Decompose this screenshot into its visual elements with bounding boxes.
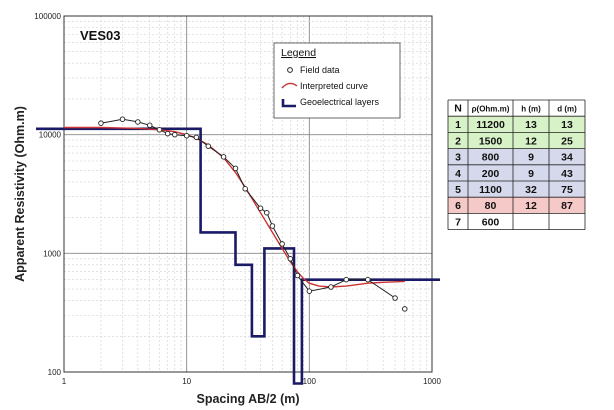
legend-title: Legend bbox=[281, 47, 316, 59]
field-data-point bbox=[98, 120, 104, 126]
table-cell: 43 bbox=[561, 168, 573, 180]
table-row-fill bbox=[448, 132, 585, 149]
x-axis-title: Spacing AB/2 (m) bbox=[196, 392, 299, 406]
table-cell: 800 bbox=[482, 152, 500, 164]
legend-field-data-icon bbox=[287, 67, 293, 73]
geoelectrical-layers-line bbox=[36, 127, 440, 385]
field-data-point bbox=[119, 116, 126, 122]
table-cell: 4 bbox=[455, 168, 461, 180]
table-cell: 600 bbox=[482, 216, 500, 228]
field-data-point bbox=[183, 132, 190, 139]
table-cell: 11200 bbox=[476, 119, 505, 131]
table-cell: 34 bbox=[561, 152, 573, 164]
x-tick-label: 100 bbox=[303, 377, 317, 386]
legend-geoelectrical-layers-icon bbox=[281, 99, 296, 108]
legend-entry-interpreted-curve: Interpreted curve bbox=[300, 81, 368, 91]
field-data-point bbox=[172, 131, 178, 138]
plot-frame bbox=[63, 15, 433, 373]
table-cell: 1500 bbox=[479, 135, 503, 147]
table-cell: 9 bbox=[528, 152, 534, 164]
field-data-point bbox=[269, 223, 276, 229]
field-data-point bbox=[365, 276, 371, 283]
field-data-point bbox=[164, 130, 171, 137]
field-data-point bbox=[306, 288, 313, 294]
table-cell: 2 bbox=[455, 135, 461, 147]
y-axis-title: Apparent Resistivity (Ohm.m) bbox=[13, 106, 27, 282]
field-data-point bbox=[287, 256, 294, 262]
field-data-point bbox=[343, 276, 350, 283]
series-group bbox=[36, 116, 440, 385]
field-data-point bbox=[279, 241, 285, 247]
table-cell: 12 bbox=[525, 200, 537, 212]
x-tick-label: 1 bbox=[62, 377, 67, 386]
table-cell: 13 bbox=[525, 119, 537, 131]
field-data-point bbox=[146, 122, 153, 129]
table-cell: 5 bbox=[455, 184, 461, 196]
legend-entry-field-data: Field data bbox=[300, 65, 340, 75]
table-cell: 32 bbox=[525, 184, 537, 196]
legend-entry-geoelectrical-layers: Geoelectrical layers bbox=[300, 97, 380, 107]
x-tick-label: 1000 bbox=[423, 377, 441, 386]
table-cell: 200 bbox=[482, 168, 500, 180]
table-header-cell: ρ(Ohm.m) bbox=[472, 105, 510, 114]
table-cell: 12 bbox=[525, 135, 537, 147]
table-cell: 9 bbox=[528, 168, 534, 180]
field-data-point bbox=[232, 165, 239, 172]
y-tick-label: 100 bbox=[48, 368, 62, 377]
table-cell: 3 bbox=[455, 152, 461, 164]
table-row-fill bbox=[448, 181, 585, 198]
field-data-point bbox=[264, 209, 270, 216]
table-cell: 75 bbox=[561, 184, 573, 196]
y-tick-label: 1000 bbox=[43, 249, 61, 258]
table-row-fill bbox=[448, 148, 585, 165]
table-row-fill bbox=[448, 164, 585, 181]
legend: Legend Field data Interpreted curve Geoe… bbox=[273, 42, 401, 119]
field-data-point bbox=[257, 205, 264, 211]
y-tick-label: 10000 bbox=[39, 131, 62, 140]
table-row-fill bbox=[448, 213, 585, 230]
table-cell: 6 bbox=[455, 200, 461, 212]
table-cell: 7 bbox=[455, 216, 461, 228]
x-tick-label: 10 bbox=[182, 377, 191, 386]
field-data-point bbox=[328, 284, 334, 290]
field-data-point bbox=[392, 295, 398, 301]
table-cell: 1 bbox=[455, 119, 461, 131]
table-header-cell: h (m) bbox=[521, 105, 541, 114]
table-row-fill bbox=[448, 116, 585, 133]
field-data-point bbox=[242, 186, 248, 192]
field-data-point bbox=[220, 154, 227, 160]
field-data-point bbox=[156, 127, 163, 133]
field-data-point bbox=[135, 119, 141, 125]
table-header-cell: N bbox=[454, 103, 462, 115]
table-row-fill bbox=[448, 197, 585, 214]
table-header-cell: d (m) bbox=[557, 105, 577, 114]
tick-labels: 1 10 100 1000 100 1000 10000 100000 bbox=[34, 12, 441, 386]
table-cell: 13 bbox=[561, 119, 573, 131]
table-cell: 87 bbox=[561, 200, 573, 212]
chart-title: VES03 bbox=[80, 28, 120, 43]
field-data-point bbox=[294, 272, 301, 279]
grid bbox=[64, 16, 432, 372]
table-cell: 1100 bbox=[479, 184, 502, 196]
table-cell: 25 bbox=[561, 135, 573, 147]
field-data-point bbox=[205, 143, 212, 149]
table-cell: 80 bbox=[485, 200, 497, 212]
field-data-point bbox=[402, 306, 408, 312]
legend-interpreted-curve-icon bbox=[281, 82, 298, 89]
y-tick-label: 100000 bbox=[34, 12, 61, 21]
field-data-point bbox=[193, 134, 200, 141]
